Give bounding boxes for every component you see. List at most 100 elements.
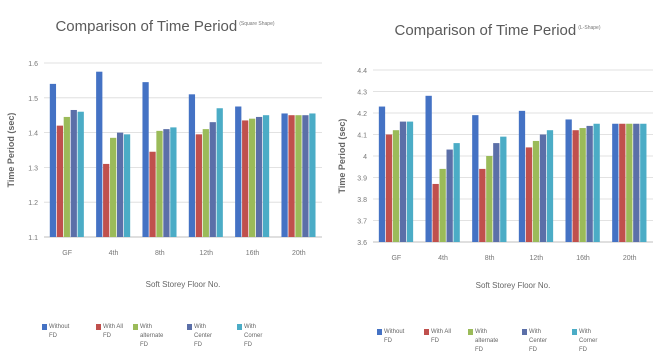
bar [439,168,446,242]
y-tick-label: 3.8 [357,197,367,204]
y-axis-label: Time Period (sec) [337,119,347,194]
y-tick-label: 3.7 [357,219,367,226]
y-tick-label: 3.6 [357,240,367,247]
legend-swatch [237,324,242,330]
legend-label: Without FD [384,329,405,344]
legend-item: Without FD [42,323,75,341]
bar [572,130,579,242]
chart-title-text: Comparison of Time Period [394,22,577,39]
legend-label: With All FD [431,329,452,344]
legend-label: With Corner FD [579,329,598,353]
bar [249,118,256,237]
legend-label: With alternate FD [475,329,499,353]
bar [612,123,619,242]
x-tick-label: 8th [485,255,495,262]
bar [188,94,196,237]
chart-subtitle: (Square Shape) [239,21,275,27]
bar [209,122,216,237]
bar [56,125,63,237]
legend-item: With Center FD [522,328,555,355]
legend-swatch [42,324,47,330]
bar [593,123,600,242]
bar [446,149,453,242]
bar [432,183,439,242]
legend-swatch [96,324,101,330]
legend-label: With Center FD [529,329,548,353]
bar [309,113,316,237]
legend-item: With Corner FD [237,323,270,350]
bar [195,134,202,237]
bar [255,116,263,237]
x-axis-label: Soft Storey Floor No. [476,281,551,290]
x-tick-label: 4th [438,255,448,262]
bar [565,119,572,242]
bar [579,128,586,242]
bar [640,123,647,242]
y-tick-label: 1.2 [28,200,38,207]
x-tick-label: GF [62,250,72,257]
bar [149,151,156,237]
bar [202,129,209,237]
legend-item: Without FD [377,328,410,346]
x-tick-label: 12th [199,250,213,257]
bar [619,123,626,242]
y-tick-label: 1.5 [28,96,38,103]
legend-swatch [187,324,192,330]
y-tick-label: 4 [363,154,367,161]
legend-label: Without FD [49,324,70,339]
y-tick-label: 3.9 [357,176,367,183]
bar [546,130,554,242]
x-tick-label: GF [391,255,401,262]
bar [235,106,242,237]
chart-subtitle: (L-Shape) [578,25,601,31]
y-axis-label: Time Period (sec) [6,113,16,188]
legend-label: With Center FD [194,324,213,348]
chart-plot-area: 3.6 3.7 3.8 3.9 4 4.1 4.2 4.3 4.4 GF 4th 8th 12th 16t… [337,68,653,290]
bar [262,115,270,237]
bar [472,115,479,242]
bar [500,136,507,242]
y-tick-label: 4.4 [357,68,367,75]
bar [142,82,149,237]
y-tick-label: 1.1 [28,235,38,242]
legend-item: With Center FD [187,323,220,350]
x-tick-label: 4th [109,250,119,257]
bar [518,110,526,242]
bar [242,120,249,237]
legend-swatch [424,329,429,335]
bar [406,121,414,242]
bar [295,115,302,237]
legend-swatch [468,329,473,335]
legend-item: With alternate FD [468,328,501,355]
bar [110,137,117,237]
bar [539,134,547,242]
legend-swatch [133,324,138,330]
bar [103,163,110,237]
legend-item: With alternate FD [133,323,166,350]
bar [392,130,400,242]
x-tick-label: 16th [246,250,260,257]
legend-item: With Corner FD [572,328,605,355]
bar [525,147,533,242]
bar [116,132,124,237]
chart-square-shape: Comparison of Time Period (Square Shape) … [6,18,322,350]
chart-l-shape: Comparison of Time Period (L-Shape) 3.6 3.… [335,0,660,360]
bar [288,115,295,237]
y-tick-label: 4.2 [357,111,367,118]
bar [96,71,103,237]
bar [493,143,500,242]
bar [532,140,540,242]
bar [156,130,163,237]
x-tick-label: 20th [623,255,637,262]
bar [123,134,131,237]
bar [378,106,386,242]
legend-item: With All FD [96,323,129,341]
legend-swatch [522,329,527,335]
x-tick-label: 20th [292,250,306,257]
y-tick-label: 4.3 [357,90,367,97]
legend-swatch [377,329,382,335]
bar [77,111,84,237]
legend-label: With All FD [103,324,124,339]
chart-plot-area: 1.1 1.2 1.3 1.4 1.5 1.6 GF 4th 8th 12th 16th 20th So… [6,61,322,289]
bar [425,95,432,242]
